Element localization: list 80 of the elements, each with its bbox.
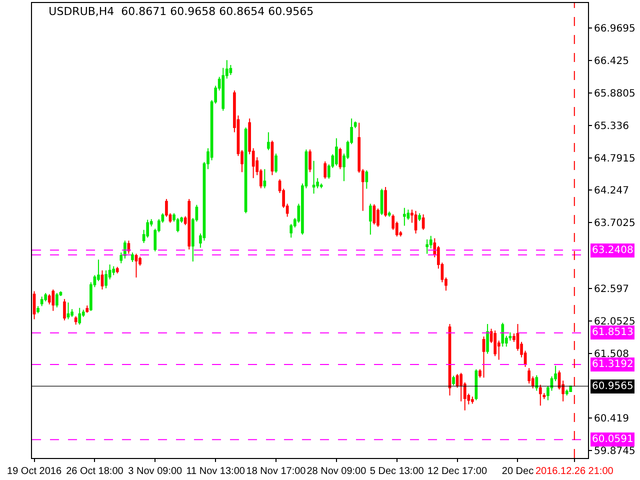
candlestick bbox=[418, 212, 421, 222]
candlestick bbox=[274, 153, 278, 174]
candlestick bbox=[365, 170, 368, 190]
candlestick bbox=[422, 214, 425, 230]
candlestick bbox=[52, 288, 55, 312]
candlestick bbox=[32, 290, 36, 320]
candlestick bbox=[354, 121, 357, 129]
candlestick bbox=[470, 396, 474, 404]
y-tick-label: 62.597 bbox=[594, 284, 629, 295]
candlestick bbox=[134, 253, 138, 278]
candlestick bbox=[74, 316, 78, 326]
candlestick bbox=[86, 305, 89, 314]
candlestick bbox=[308, 149, 312, 173]
candlestick bbox=[565, 389, 568, 396]
candlestick bbox=[36, 306, 40, 314]
candlestick bbox=[535, 374, 538, 392]
candlestick bbox=[369, 203, 372, 236]
ref-line-label: 63.2408 bbox=[592, 245, 634, 256]
candlestick bbox=[66, 302, 70, 320]
candlestick bbox=[384, 186, 387, 218]
candlestick bbox=[78, 307, 82, 326]
candlestick bbox=[376, 208, 380, 228]
candlestick bbox=[40, 296, 44, 307]
candlestick bbox=[112, 266, 116, 276]
candlestick bbox=[538, 384, 542, 406]
candlestick bbox=[335, 138, 338, 166]
y-tick-label: 66.9695 bbox=[594, 24, 636, 35]
candlestick bbox=[312, 160, 316, 194]
x-tick-label: 18 Nov 17:00 bbox=[246, 466, 306, 477]
candlestick bbox=[44, 292, 48, 302]
ref-line-label: 61.8513 bbox=[592, 327, 634, 338]
candlestick bbox=[388, 210, 391, 218]
y-tick-label: 65.336 bbox=[594, 120, 629, 132]
candlestick bbox=[501, 322, 504, 348]
candlestick bbox=[100, 270, 104, 290]
candlestick bbox=[131, 252, 134, 263]
candlestick bbox=[176, 217, 180, 233]
candlestick bbox=[426, 238, 429, 254]
candlestick bbox=[486, 324, 489, 354]
y-tick-label: 62.0525 bbox=[594, 316, 636, 328]
candlestick bbox=[452, 375, 455, 386]
x-tick-label: 3 Nov 09:00 bbox=[128, 466, 183, 477]
y-tick-label: 64.7915 bbox=[594, 153, 636, 164]
chart-title: USDRUB,H4 60.8671 60.9658 60.8654 60.9565 bbox=[48, 4, 314, 18]
x-tick-label: 2016.12.26 21:00 bbox=[535, 466, 614, 477]
y-tick-label: 63.7025 bbox=[594, 218, 636, 230]
candlestick bbox=[270, 140, 274, 176]
candlestick bbox=[482, 336, 486, 378]
y-tick-label: 59.8745 bbox=[594, 446, 636, 458]
candlestick bbox=[116, 266, 119, 274]
candlestick bbox=[569, 385, 572, 392]
candlestick bbox=[414, 210, 418, 234]
x-tick-label: 26 Oct 18:00 bbox=[66, 466, 124, 477]
y-tick-label: 64.247 bbox=[594, 186, 629, 197]
x-tick-label: 5 Dec 13:00 bbox=[370, 466, 424, 477]
candlestick bbox=[324, 160, 327, 180]
candlestick bbox=[528, 368, 530, 384]
y-tick-label: 60.419 bbox=[594, 414, 629, 425]
ref-line-label: 61.3192 bbox=[592, 359, 634, 370]
candlestick bbox=[229, 64, 232, 76]
ref-line-label: 60.9565 bbox=[592, 381, 634, 392]
candlestick bbox=[267, 132, 270, 151]
y-tick-label: 66.425 bbox=[594, 56, 629, 67]
candlestick bbox=[188, 198, 191, 250]
x-tick-label: 12 Dec 17:00 bbox=[428, 466, 488, 477]
x-tick-label: 11 Nov 13:00 bbox=[186, 466, 246, 477]
candlestick bbox=[63, 298, 66, 321]
candlestick bbox=[338, 147, 342, 170]
candlestick bbox=[372, 204, 376, 226]
x-tick-label: 28 Nov 09:00 bbox=[306, 466, 367, 477]
candlestick bbox=[56, 292, 58, 308]
y-tick-label: 65.8805 bbox=[594, 88, 636, 100]
ref-line-label: 60.0591 bbox=[592, 434, 634, 445]
x-tick-label: 19 Oct 2016 bbox=[7, 466, 62, 477]
x-tick-label: 20 Dec bbox=[502, 466, 534, 477]
candlestick bbox=[403, 207, 406, 226]
candlestick bbox=[478, 368, 482, 378]
candlestick bbox=[494, 330, 497, 357]
y-tick-label: 61.508 bbox=[594, 348, 629, 360]
candlestick bbox=[263, 168, 266, 189]
